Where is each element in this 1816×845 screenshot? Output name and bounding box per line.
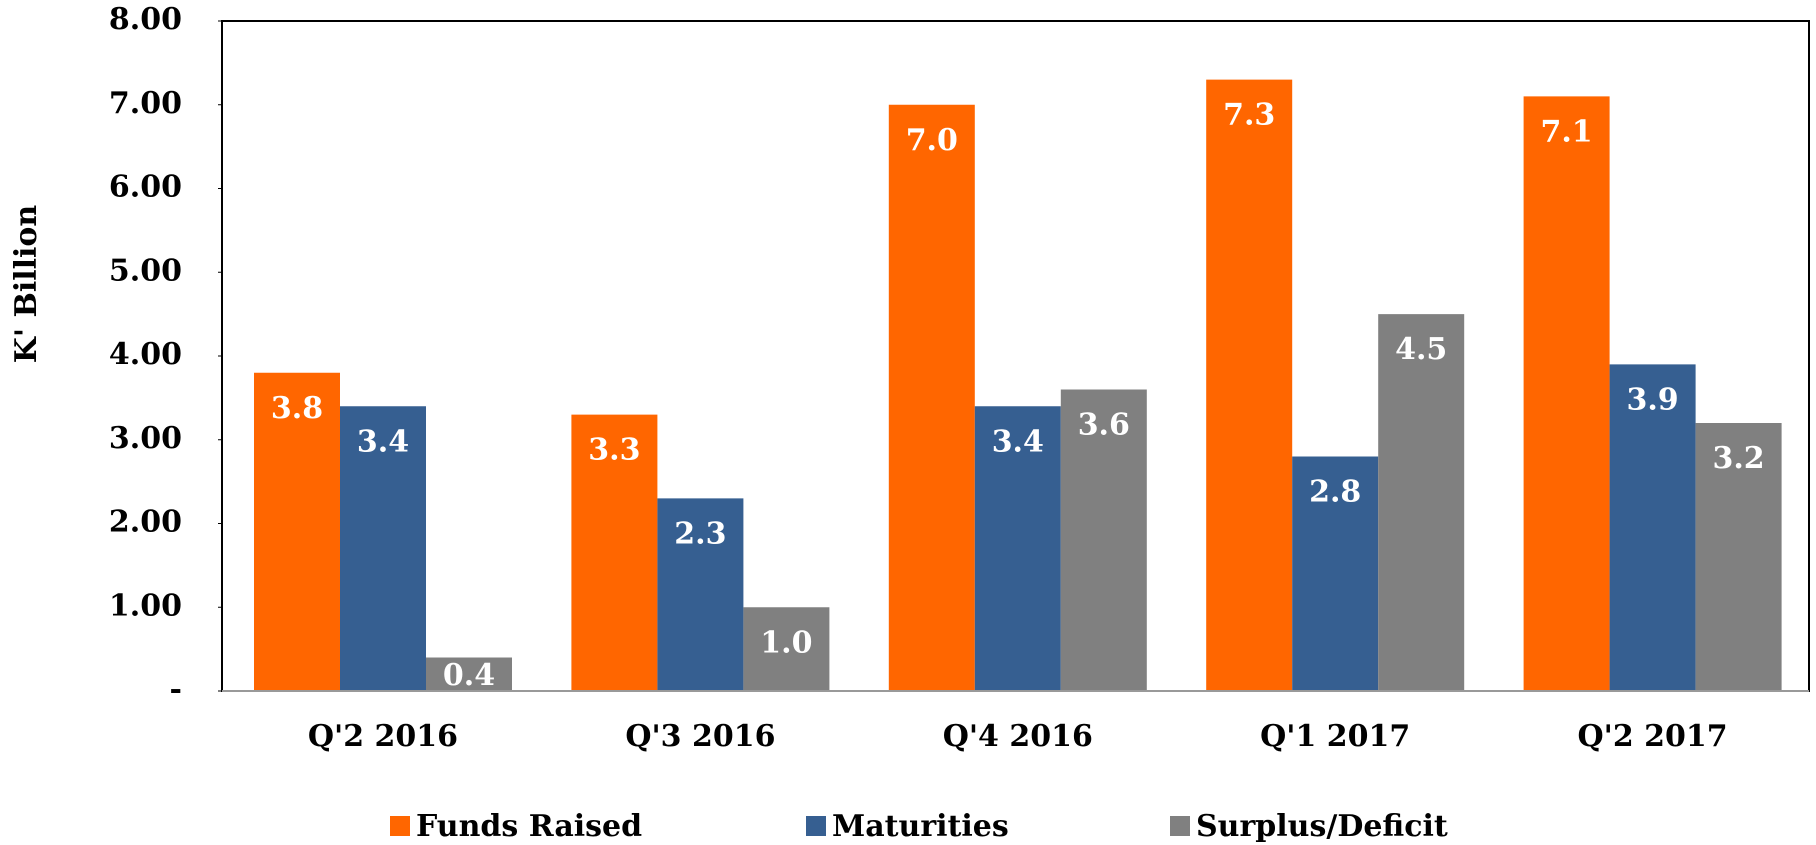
y-tick-label: 6.00 (109, 170, 182, 205)
data-label: 2.3 (674, 516, 726, 551)
data-label: 3.4 (992, 424, 1044, 459)
bar (657, 498, 744, 691)
data-label: 1.0 (760, 625, 812, 660)
y-tick-label: 3.00 (109, 421, 182, 456)
data-label: 3.3 (588, 433, 640, 468)
legend-label: Maturities (832, 809, 1009, 844)
data-label: 7.3 (1223, 98, 1275, 133)
bar (1060, 389, 1147, 691)
legend-swatch (390, 816, 410, 836)
bar (426, 657, 512, 691)
bar (974, 406, 1061, 691)
bar (1206, 79, 1293, 691)
data-label: 3.2 (1712, 441, 1764, 476)
bar (254, 372, 340, 691)
data-label: 4.5 (1395, 332, 1447, 367)
bar (1292, 456, 1379, 691)
data-label: 7.1 (1540, 114, 1592, 149)
bar (1378, 314, 1465, 691)
legend-label: Surplus/Deficit (1196, 809, 1448, 844)
y-tick-label: 8.00 (109, 2, 182, 37)
y-tick-label: 5.00 (109, 253, 182, 288)
y-axis-title: K' Billion (9, 205, 44, 364)
bar (340, 406, 426, 691)
y-tick-label: 4.00 (109, 337, 182, 372)
y-tick-label: 7.00 (109, 86, 182, 121)
data-label: 0.4 (443, 658, 495, 693)
x-tick-label: Q'3 2016 (625, 719, 775, 754)
legend-swatch (806, 816, 826, 836)
y-tick-label: - (170, 672, 182, 707)
legend-swatch (1170, 816, 1190, 836)
data-label: 3.8 (271, 391, 323, 426)
legend-label: Funds Raised (416, 809, 642, 844)
data-label: 3.4 (357, 424, 409, 459)
bar (571, 414, 658, 691)
bar (743, 607, 830, 691)
x-tick-label: Q'2 2016 (308, 719, 458, 754)
x-tick-label: Q'2 2017 (1578, 719, 1728, 754)
bar (1523, 96, 1610, 691)
bar (888, 104, 975, 691)
data-label: 3.9 (1626, 382, 1678, 417)
data-label: 2.8 (1309, 475, 1361, 510)
x-tick-label: Q'4 2016 (943, 719, 1093, 754)
bar (1695, 423, 1782, 691)
x-tick-label: Q'1 2017 (1260, 719, 1410, 754)
y-tick-label: 2.00 (109, 505, 182, 540)
y-tick-label: 1.00 (109, 588, 182, 623)
data-label: 7.0 (906, 123, 958, 158)
data-label: 3.6 (1078, 408, 1130, 443)
bar (1609, 364, 1696, 691)
